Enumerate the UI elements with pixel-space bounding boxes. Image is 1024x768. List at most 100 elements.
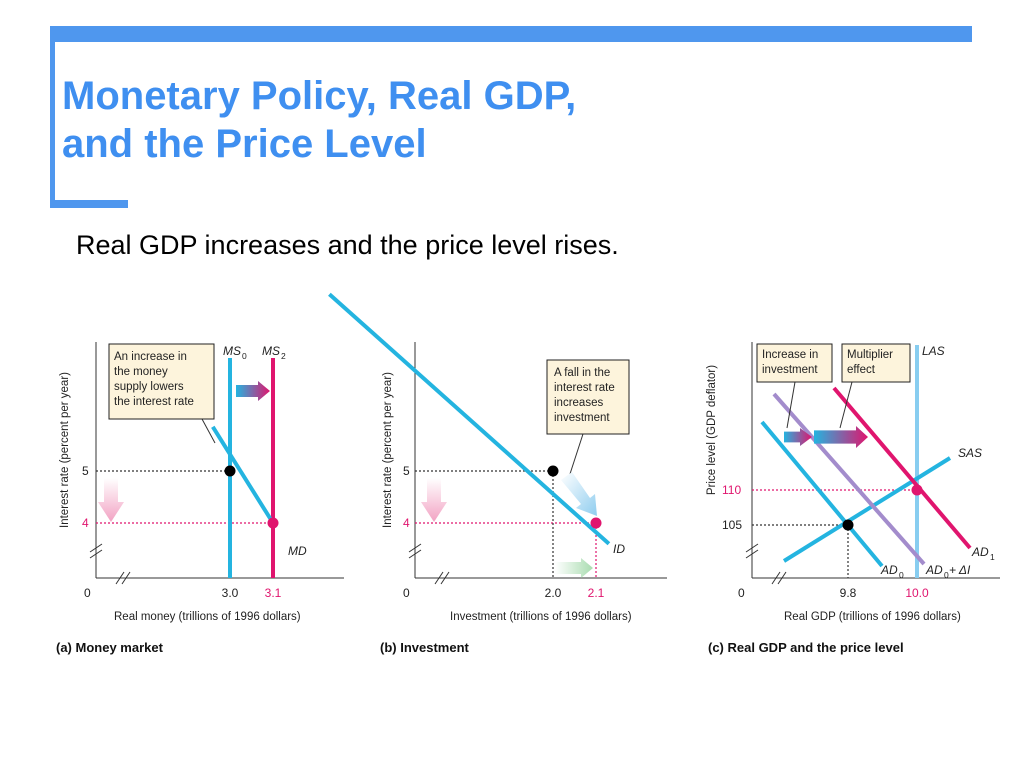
sas-curve xyxy=(782,456,952,563)
ad0-curve xyxy=(760,420,884,568)
x-tick-label: 2.1 xyxy=(588,586,605,600)
annotation-line: effect xyxy=(847,364,876,376)
annotation-line: A fall in the xyxy=(554,367,610,379)
x-tick-label: 3.1 xyxy=(265,586,282,600)
origin-label: 0 xyxy=(403,586,410,600)
series-label: MS xyxy=(223,344,241,358)
md-curve xyxy=(211,425,275,525)
equilibrium-point xyxy=(590,517,602,529)
y-axis-break xyxy=(745,549,759,559)
panel-title-c: (c) Real GDP and the price level xyxy=(708,640,904,655)
panel-title-b: (b) Investment xyxy=(380,640,469,655)
x-axis-break xyxy=(777,571,787,585)
ad0-label: AD 0 xyxy=(880,563,904,580)
annotation-box: Increase in investment xyxy=(756,343,833,383)
shift-arrow xyxy=(814,426,868,448)
md-label: MD xyxy=(288,544,307,558)
annotation-line: investment xyxy=(762,364,818,376)
series-subscript: 2 xyxy=(281,351,286,361)
equilibrium-point xyxy=(842,519,854,531)
ms2-label: MS 2 xyxy=(262,344,286,361)
shift-arrow xyxy=(555,558,593,578)
y-axis-label: Interest rate (percent per year) xyxy=(59,372,71,528)
equilibrium-point xyxy=(224,465,236,477)
y-tick-label: 4 xyxy=(403,516,410,530)
bottom-accent-bar xyxy=(50,200,128,208)
annotation-box: A fall in the interest rate increases in… xyxy=(546,359,630,435)
x-axis-label: Real GDP (trillions of 1996 dollars) xyxy=(784,611,961,623)
sas-label: SAS xyxy=(958,446,982,460)
annotation-line: interest rate xyxy=(554,382,615,394)
top-accent-bar xyxy=(50,26,972,42)
series-subscript: 1 xyxy=(990,552,995,562)
y-axis-label: Interest rate (percent per year) xyxy=(382,372,394,528)
y-axis-break xyxy=(89,543,103,553)
slide-subtitle: Real GDP increases and the price level r… xyxy=(76,230,619,260)
annotation-line: An increase in xyxy=(114,351,187,363)
annotation-leader xyxy=(786,381,796,429)
annotation-box: An increase in the money supply lowers t… xyxy=(108,343,215,420)
y-axis-break xyxy=(745,543,759,553)
annotation-leader xyxy=(839,381,853,429)
x-tick-label: 9.8 xyxy=(840,586,857,600)
origin-label: 0 xyxy=(84,586,91,600)
x-axis-break xyxy=(121,571,131,585)
y-axis-break xyxy=(89,549,103,559)
y-axis-break xyxy=(408,543,422,553)
annotation-line: Multiplier xyxy=(847,349,893,361)
x-tick-label: 2.0 xyxy=(545,586,562,600)
y-tick-label: 4 xyxy=(82,516,89,530)
origin-label: 0 xyxy=(738,586,745,600)
x-axis-break xyxy=(115,571,125,585)
y-tick-label: 105 xyxy=(722,518,742,532)
series-label: MS xyxy=(262,344,280,358)
ad0-plus-di-label: AD 0 + ΔI xyxy=(925,563,971,580)
x-tick-label: 10.0 xyxy=(905,586,929,600)
ad1-label: AD 1 xyxy=(971,545,995,562)
ad1-curve xyxy=(832,386,972,550)
interest-fall-arrow xyxy=(421,478,447,522)
real-gdp-price-level-chart: Real GDP (trillions of 1996 dollars) Pri… xyxy=(706,342,1000,623)
series-subscript: 0 xyxy=(242,351,247,361)
ms0-label: MS 0 xyxy=(223,344,247,361)
id-curve xyxy=(328,292,611,546)
y-tick-label: 5 xyxy=(403,464,410,478)
x-tick-label: 3.0 xyxy=(222,586,239,600)
shift-arrow xyxy=(784,428,812,446)
series-subscript: 0 xyxy=(899,570,904,580)
interest-fall-arrow xyxy=(98,478,124,522)
title-line-1: Monetary Policy, Real GDP, xyxy=(62,74,577,118)
annotation-line: supply lowers xyxy=(114,381,184,393)
y-axis-label: Price level (GDP deflator) xyxy=(706,365,718,495)
equilibrium-point xyxy=(547,465,559,477)
slide-title: Monetary Policy, Real GDP, and the Price… xyxy=(62,72,576,168)
equilibrium-point xyxy=(267,517,279,529)
x-axis-break xyxy=(434,571,444,585)
series-label: AD xyxy=(925,563,943,577)
y-axis-break xyxy=(408,549,422,559)
las-label: LAS xyxy=(922,344,945,358)
y-tick-label: 110 xyxy=(722,483,741,497)
annotation-leader xyxy=(201,418,216,444)
panel-title-a: (a) Money market xyxy=(56,640,163,655)
investment-chart: Investment (trillions of 1996 dollars) I… xyxy=(328,292,667,623)
money-market-chart: Real money (trillions of 1996 dollars) I… xyxy=(59,342,344,623)
annotation-line: the interest rate xyxy=(114,396,194,408)
annotation-line: investment xyxy=(554,412,610,424)
title-line-2: and the Price Level xyxy=(62,122,427,166)
left-accent-bar xyxy=(50,26,55,206)
annotation-line: increases xyxy=(554,397,603,409)
equilibrium-point xyxy=(911,484,923,496)
annotation-line: the money xyxy=(114,366,168,378)
shift-arrow xyxy=(236,381,270,401)
x-axis-label: Investment (trillions of 1996 dollars) xyxy=(450,611,632,623)
annotation-leader xyxy=(568,433,584,478)
series-label: AD xyxy=(880,563,898,577)
x-axis-break xyxy=(771,571,781,585)
series-subscript: 0 xyxy=(944,570,949,580)
annotation-line: Increase in xyxy=(762,349,818,361)
ad0-plus-di-curve xyxy=(772,392,926,566)
series-suffix: + ΔI xyxy=(949,563,971,577)
x-axis-label: Real money (trillions of 1996 dollars) xyxy=(114,611,301,623)
series-label: AD xyxy=(971,545,989,559)
